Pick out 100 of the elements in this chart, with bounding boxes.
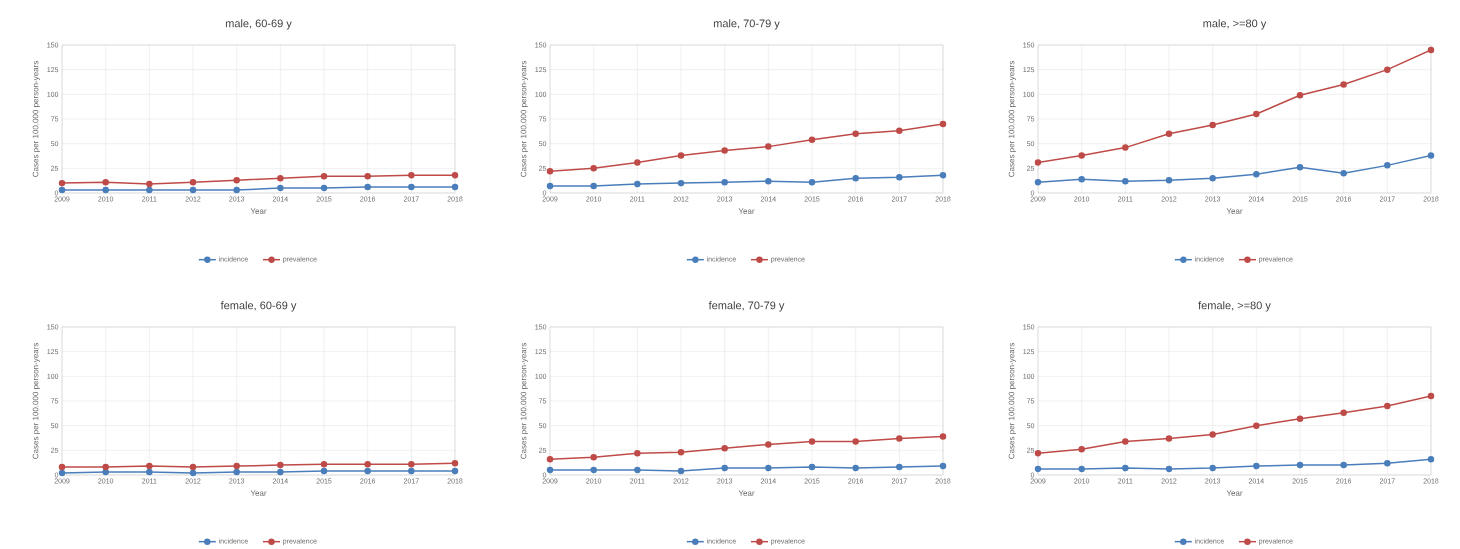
point [1296, 164, 1304, 171]
point [1078, 152, 1085, 159]
point [102, 463, 109, 471]
point [277, 174, 284, 182]
point [320, 184, 328, 192]
point [102, 468, 109, 476]
point [451, 467, 459, 475]
chart-title: male, 70-79 y [713, 19, 780, 30]
point [1340, 170, 1347, 177]
point [852, 438, 859, 445]
y-axis-title: Cases per 100.000 person-years [32, 61, 40, 177]
point [1296, 92, 1304, 99]
point [364, 467, 371, 475]
point [58, 179, 66, 187]
point [320, 460, 328, 468]
point [102, 178, 109, 186]
y-axis-title: Cases per 100.000 person-years [520, 343, 528, 459]
x-axis-title: Year [1226, 208, 1243, 214]
point [277, 468, 284, 476]
point [590, 466, 597, 474]
point [102, 186, 109, 194]
point [590, 165, 597, 172]
point [58, 463, 66, 471]
point [1384, 66, 1391, 73]
x-axis-title: Year [1226, 490, 1243, 496]
point [1296, 461, 1304, 469]
point [364, 172, 371, 180]
point [1034, 465, 1042, 473]
point [1253, 422, 1260, 429]
point [1296, 415, 1304, 422]
point [146, 180, 153, 188]
point [1340, 409, 1347, 417]
point [546, 182, 554, 190]
point [364, 183, 371, 191]
point [765, 464, 772, 472]
point [1253, 110, 1260, 118]
point [939, 171, 947, 179]
point [451, 183, 459, 191]
point [408, 171, 415, 179]
point [189, 178, 197, 186]
point [1384, 162, 1391, 169]
point [1122, 464, 1129, 472]
point [1078, 465, 1085, 473]
point [189, 186, 197, 194]
point [677, 449, 685, 456]
point [320, 467, 328, 475]
point [852, 130, 859, 138]
point [1340, 81, 1347, 88]
point [233, 186, 240, 194]
point [408, 467, 415, 475]
point [277, 184, 284, 192]
y-axis-title: Cases per 100.000 person-years [1008, 61, 1016, 177]
point [1209, 174, 1216, 182]
point [1427, 455, 1435, 463]
point [634, 159, 641, 166]
x-axis-title: Year [738, 208, 755, 214]
point [1165, 176, 1173, 184]
point [408, 460, 415, 468]
point [146, 186, 153, 194]
point [1078, 446, 1085, 453]
point [634, 466, 641, 474]
point [765, 143, 772, 150]
point [896, 173, 903, 181]
point [896, 127, 903, 135]
point [590, 453, 597, 461]
point [808, 178, 816, 186]
chart-title: male, 60-69 y [225, 19, 292, 30]
point [1209, 121, 1216, 129]
point [896, 435, 903, 442]
point [939, 433, 947, 440]
point [1165, 465, 1173, 473]
point [451, 459, 459, 467]
point [233, 468, 240, 476]
point [1427, 46, 1435, 54]
point [1122, 438, 1129, 445]
point [939, 462, 947, 470]
point [590, 182, 597, 190]
point [852, 174, 859, 182]
point [146, 462, 153, 470]
point [765, 177, 772, 185]
point [1384, 402, 1391, 410]
y-axis-title: Cases per 100.000 person-years [520, 61, 528, 177]
point [634, 180, 641, 188]
x-axis-title: Year [250, 208, 267, 214]
point [1165, 435, 1173, 442]
point [721, 445, 728, 452]
point [1122, 144, 1129, 151]
point [939, 120, 947, 128]
y-axis-title: Cases per 100.000 person-years [32, 343, 40, 459]
chart-title: female, 60-69 y [220, 301, 297, 312]
point [1034, 450, 1042, 457]
point [1122, 177, 1129, 185]
point [1384, 459, 1391, 467]
point [896, 463, 903, 471]
point [1253, 171, 1260, 178]
point [189, 469, 197, 477]
point [1427, 392, 1435, 400]
chart-title: female, >=80 y [1198, 301, 1271, 312]
point [408, 183, 415, 191]
point [146, 468, 153, 476]
